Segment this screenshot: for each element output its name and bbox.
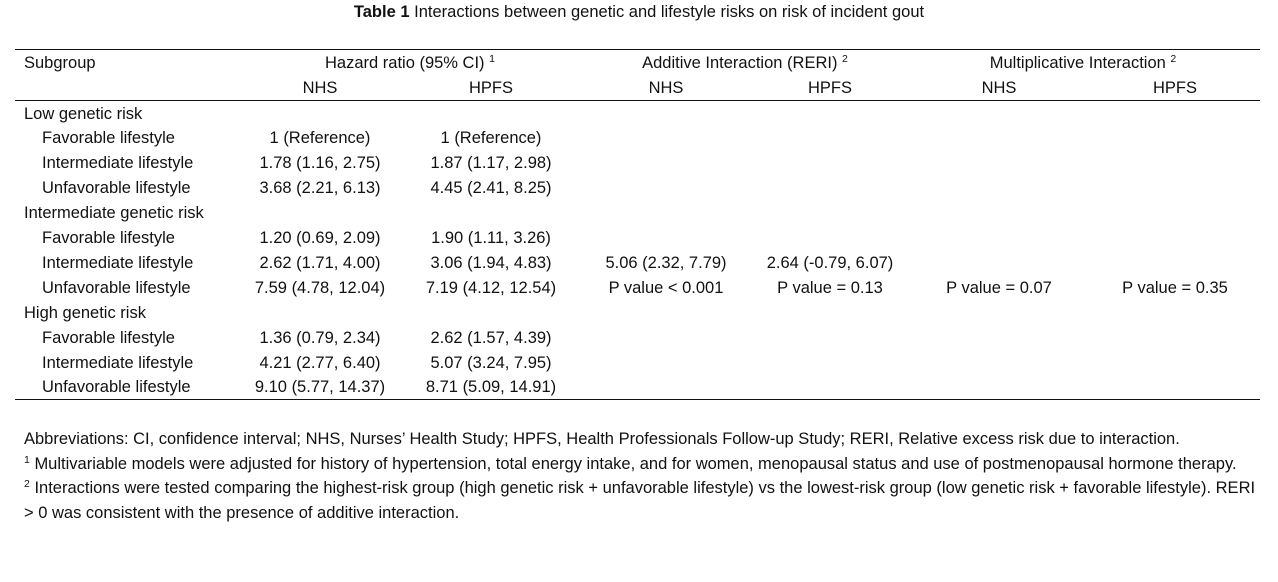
cell-hr-hpfs: 3.06 (1.94, 4.83) xyxy=(430,254,552,272)
footnote-1-mark: 1 xyxy=(24,453,30,466)
header-hazard-ratio-sup: 1 xyxy=(489,53,495,65)
row-label: Unfavorable lifestyle xyxy=(42,179,191,197)
cell-hr-nhs: 2.62 (1.71, 4.00) xyxy=(259,254,381,272)
header-nhs-mult: NHS xyxy=(981,79,1017,97)
footnote-1-text: Multivariable models were adjusted for h… xyxy=(34,454,1237,473)
table-title-text: Interactions between genetic and lifesty… xyxy=(414,3,925,21)
header-nhs-hr: NHS xyxy=(302,79,338,97)
row-label: Favorable lifestyle xyxy=(42,129,175,147)
row-label: Unfavorable lifestyle xyxy=(42,279,191,297)
cell-multiplicative-p-nhs: P value = 0.07 xyxy=(946,279,1052,297)
footnote-2-mark: 2 xyxy=(24,478,30,490)
top-rule xyxy=(15,49,1260,50)
group-label-high: High genetic risk xyxy=(24,304,146,322)
header-additive-sup: 2 xyxy=(842,53,848,65)
footnote-abbreviations: Abbreviations: CI, confidence interval; … xyxy=(24,430,1180,448)
row-label: Intermediate lifestyle xyxy=(42,154,194,172)
group-label-intermediate: Intermediate genetic risk xyxy=(24,204,204,222)
cell-reri-nhs: 5.06 (2.32, 7.79) xyxy=(605,254,727,272)
cell-hr-hpfs: 1.90 (1.11, 3.26) xyxy=(431,229,551,247)
cell-hr-hpfs: 8.71 (5.09, 14.91) xyxy=(425,378,557,396)
cell-hr-nhs: 4.21 (2.77, 6.40) xyxy=(259,354,381,372)
cell-additive-p-nhs: P value < 0.001 xyxy=(608,279,724,297)
row-label: Unfavorable lifestyle xyxy=(42,378,191,396)
footnote-2: 2 Interactions were tested comparing the… xyxy=(24,476,1264,525)
footnotes: Abbreviations: CI, confidence interval; … xyxy=(24,427,1264,525)
cell-hr-nhs: 1 (Reference) xyxy=(269,129,371,147)
header-multiplicative: Multiplicative Interaction 2 xyxy=(990,53,1177,73)
footnote-1: 1 Multivariable models were adjusted for… xyxy=(24,452,1264,477)
cell-hr-nhs: 1.78 (1.16, 2.75) xyxy=(259,154,381,172)
header-hpfs-mult: HPFS xyxy=(1152,79,1198,97)
row-label: Favorable lifestyle xyxy=(42,229,175,247)
cell-hr-nhs: 1.36 (0.79, 2.34) xyxy=(259,329,381,347)
cell-hr-hpfs: 5.07 (3.24, 7.95) xyxy=(430,354,552,372)
cell-hr-hpfs: 4.45 (2.41, 8.25) xyxy=(430,179,552,197)
table-title: Table 1 Interactions between genetic and… xyxy=(0,3,1278,22)
header-hpfs-hr: HPFS xyxy=(468,79,514,97)
header-hazard-ratio: Hazard ratio (95% CI) 1 xyxy=(325,53,495,73)
cell-hr-hpfs: 1 (Reference) xyxy=(440,129,542,147)
cell-additive-p-hpfs: P value = 0.13 xyxy=(777,279,883,297)
table-title-label: Table 1 xyxy=(353,3,410,21)
header-additive: Additive Interaction (RERI) 2 xyxy=(642,53,848,73)
header-hazard-ratio-text: Hazard ratio (95% CI) xyxy=(325,54,485,72)
row-label: Intermediate lifestyle xyxy=(42,254,194,272)
footnote-2-text: Interactions were tested comparing the h… xyxy=(24,479,1256,522)
cell-multiplicative-p-hpfs: P value = 0.35 xyxy=(1122,279,1228,297)
header-multiplicative-sup: 2 xyxy=(1170,53,1177,65)
group-label-low: Low genetic risk xyxy=(24,105,143,123)
cell-hr-hpfs: 2.62 (1.57, 4.39) xyxy=(430,329,552,347)
cell-hr-hpfs: 1.87 (1.17, 2.98) xyxy=(430,154,552,172)
bottom-rule xyxy=(15,399,1260,400)
header-subgroup: Subgroup xyxy=(24,54,96,72)
cell-hr-nhs: 9.10 (5.77, 14.37) xyxy=(254,378,386,396)
row-label: Favorable lifestyle xyxy=(42,329,175,347)
cell-reri-hpfs: 2.64 (-0.79, 6.07) xyxy=(766,254,894,272)
cell-hr-nhs: 3.68 (2.21, 6.13) xyxy=(259,179,381,197)
header-hpfs-add: HPFS xyxy=(807,79,853,97)
header-rule xyxy=(15,100,1260,101)
cell-hr-nhs: 7.59 (4.78, 12.04) xyxy=(254,279,386,297)
cell-hr-hpfs: 7.19 (4.12, 12.54) xyxy=(425,279,557,297)
header-additive-text: Additive Interaction (RERI) xyxy=(642,54,838,72)
header-nhs-add: NHS xyxy=(648,79,684,97)
cell-hr-nhs: 1.20 (0.69, 2.09) xyxy=(259,229,381,247)
row-label: Intermediate lifestyle xyxy=(42,354,194,372)
header-multiplicative-text: Multiplicative Interaction xyxy=(989,54,1166,72)
